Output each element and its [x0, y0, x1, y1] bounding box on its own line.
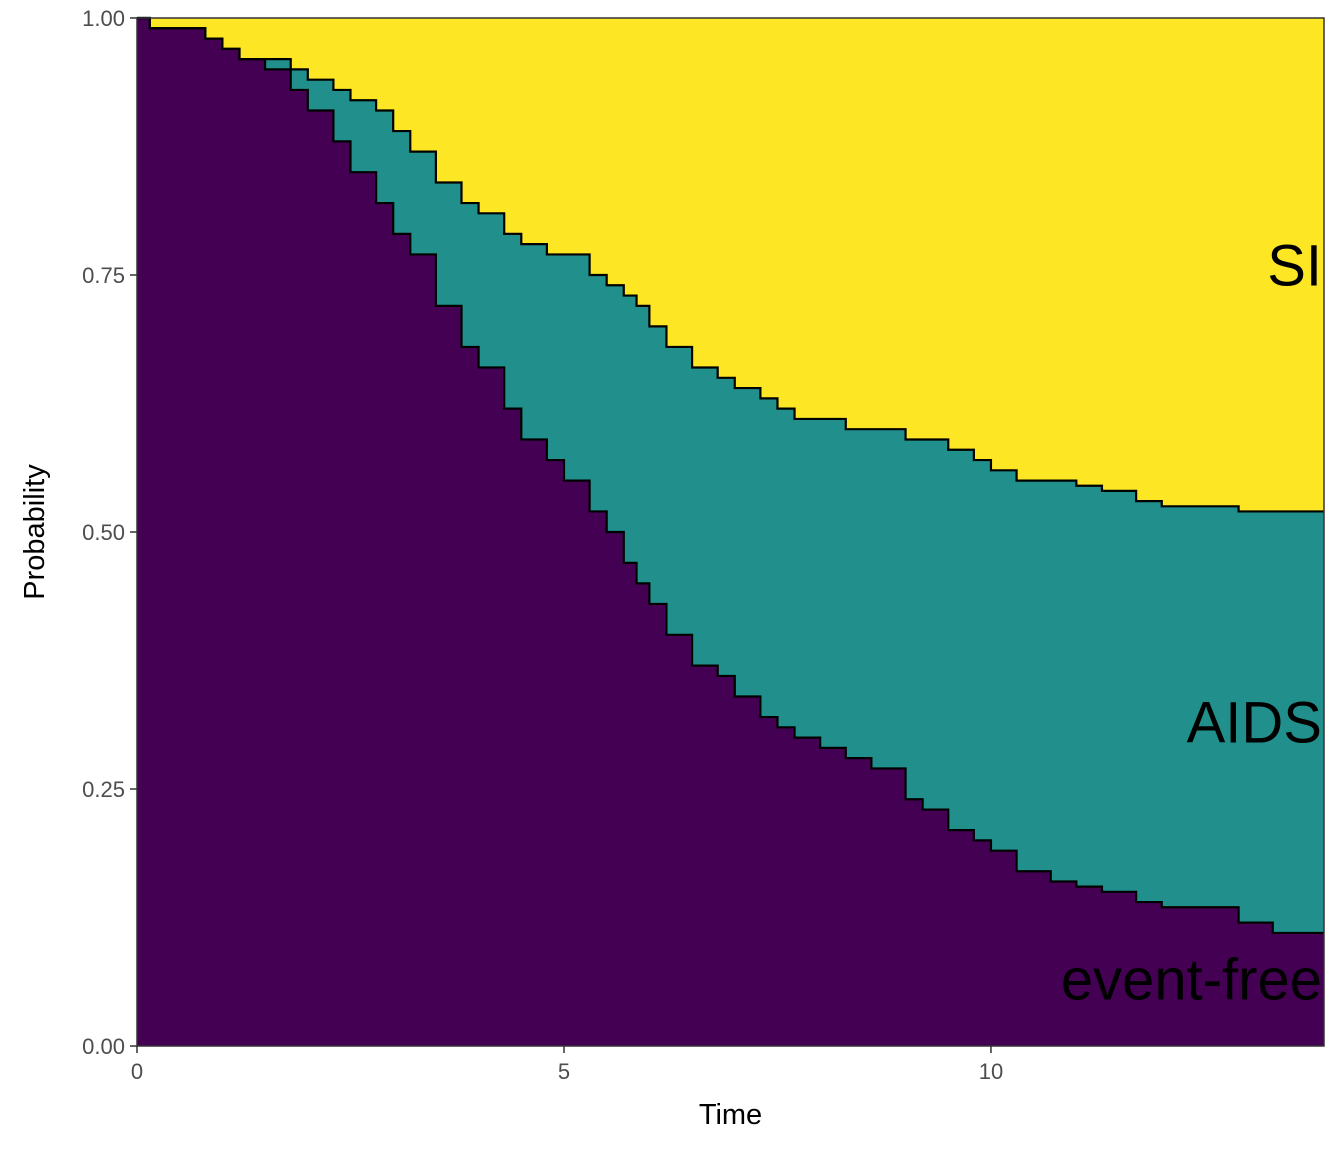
boundary-line-AIDS — [137, 16, 1324, 513]
axis-ticks: 0.00 0.25 0.50 0.75 1.00 0 5 10 — [82, 6, 1003, 1084]
y-axis-title: Probability — [19, 464, 51, 600]
y-tick-label: 0.25 — [82, 777, 125, 802]
x-tick-label: 5 — [558, 1059, 570, 1084]
x-axis-title: Time — [699, 1099, 762, 1131]
area-event-free — [137, 18, 1324, 1046]
area-labels: SI AIDS event-free — [1061, 233, 1322, 1012]
x-tick-label: 0 — [131, 1059, 143, 1084]
area-layer — [137, 18, 1324, 1046]
boundary-lines — [137, 16, 1324, 935]
x-tick-label: 10 — [979, 1059, 1003, 1084]
boundary-line-event-free — [137, 16, 1324, 935]
y-tick-label: 1.00 — [82, 6, 125, 31]
y-tick-label: 0.75 — [82, 263, 125, 288]
area-SI — [137, 18, 1324, 512]
y-tick-label: 0.50 — [82, 520, 125, 545]
y-tick-label: 0.00 — [82, 1034, 125, 1059]
area-label-AIDS: AIDS — [1187, 691, 1322, 756]
area-label-event-free: event-free — [1061, 948, 1322, 1013]
area-AIDS — [137, 18, 1324, 933]
area-label-SI: SI — [1267, 233, 1322, 298]
